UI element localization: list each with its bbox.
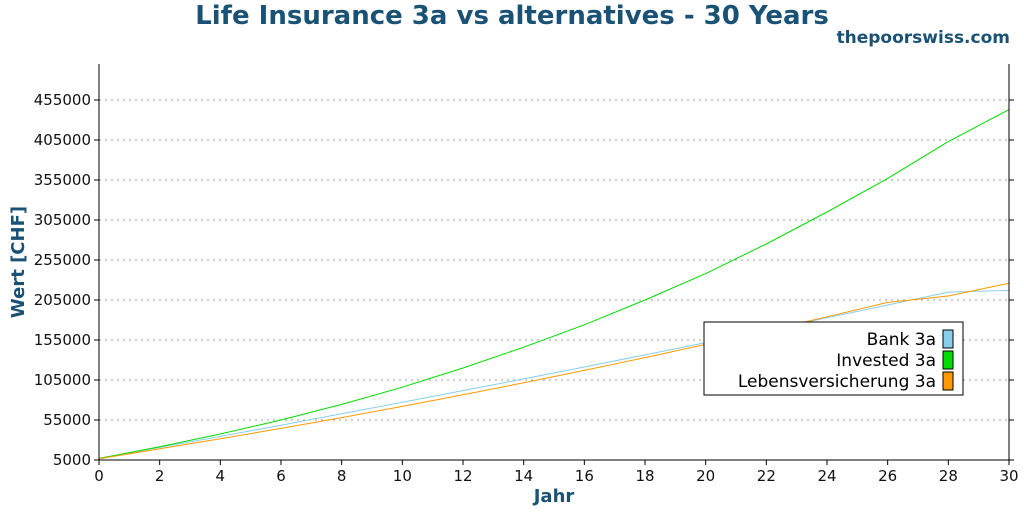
x-tick-label: 26 <box>878 467 897 485</box>
legend-swatch <box>942 350 954 370</box>
legend-swatch <box>942 329 954 349</box>
y-tick-label: 305000 <box>34 211 91 229</box>
legend-label: Lebensversicherung 3a <box>738 372 936 392</box>
x-tick-label: 28 <box>939 467 958 485</box>
y-axis-title: Wert [CHF] <box>8 206 29 318</box>
brand-label: thepoorswiss.com <box>836 28 1011 48</box>
x-tick-label: 16 <box>575 467 594 485</box>
x-axis-title: Jahr <box>532 486 575 507</box>
x-tick-label: 12 <box>453 467 472 485</box>
x-tick-label: 0 <box>94 467 104 485</box>
y-tick-label: 455000 <box>34 91 91 109</box>
series-line-bank-3a <box>98 289 1010 459</box>
y-tick-label: 405000 <box>34 131 91 149</box>
y-tick-label: 55000 <box>43 411 91 429</box>
x-tick-label: 10 <box>393 467 412 485</box>
x-tick-label: 22 <box>757 467 776 485</box>
chart-title: Life Insurance 3a vs alternatives - 30 Y… <box>195 1 829 31</box>
y-tick-label: 205000 <box>34 291 91 309</box>
y-tick-label: 255000 <box>34 251 91 269</box>
x-tick-label: 18 <box>635 467 654 485</box>
y-tick-label: 355000 <box>34 171 91 189</box>
x-tick-label: 6 <box>276 467 286 485</box>
y-tick-label: 105000 <box>34 371 91 389</box>
x-tick-label: 4 <box>216 467 226 485</box>
y-tick-label: 155000 <box>34 331 91 349</box>
legend-swatch <box>942 371 954 391</box>
axis-ticks: 5000 55000 105000 155000 205000 255000 305000 3… <box>34 91 1019 485</box>
x-tick-label: 14 <box>514 467 533 485</box>
y-tick-label: 5000 <box>53 451 91 469</box>
grid-lines <box>99 99 1009 421</box>
x-tick-label: 8 <box>337 467 347 485</box>
x-tick-label: 30 <box>999 467 1018 485</box>
axes <box>98 64 1010 461</box>
series-line-invested-3a <box>98 109 1010 459</box>
legend-label: Invested 3a <box>836 351 936 371</box>
legend-label: Bank 3a <box>867 330 936 350</box>
series-lines <box>98 109 1010 460</box>
series-line-lebensversicherung-3a <box>98 282 1010 460</box>
x-tick-label: 2 <box>155 467 165 485</box>
x-tick-label: 24 <box>817 467 836 485</box>
x-tick-label: 20 <box>696 467 715 485</box>
legend-box <box>703 321 964 396</box>
